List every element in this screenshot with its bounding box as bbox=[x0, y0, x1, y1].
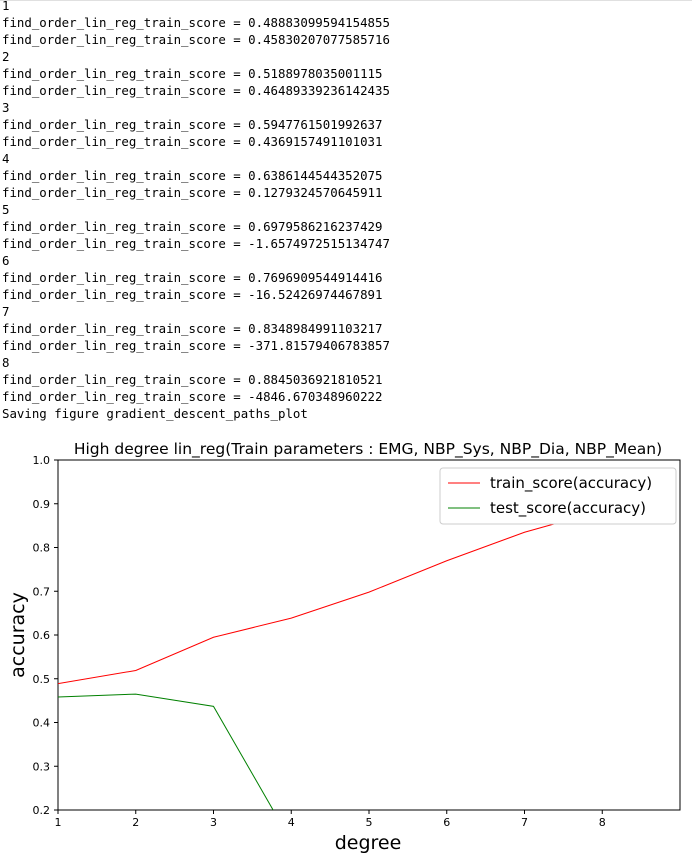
y-tick-label: 0.8 bbox=[33, 542, 51, 555]
output-line: find_order_lin_reg_train_score = 0.51889… bbox=[2, 66, 383, 81]
output-line: Saving figure gradient_descent_paths_plo… bbox=[2, 406, 308, 421]
y-tick-label: 0.3 bbox=[33, 760, 51, 773]
output-line: find_order_lin_reg_train_score = 0.83489… bbox=[2, 321, 383, 336]
x-tick-label: 7 bbox=[521, 816, 528, 829]
x-tick-label: 2 bbox=[132, 816, 139, 829]
plot-lines bbox=[58, 510, 603, 858]
x-axis-label: degree bbox=[335, 832, 402, 854]
output-line: find_order_lin_reg_train_score = 0.88450… bbox=[2, 372, 383, 387]
output-line: find_order_lin_reg_train_score = -4846.6… bbox=[2, 389, 383, 404]
y-tick-label: 0.7 bbox=[33, 585, 51, 598]
series-line bbox=[58, 694, 602, 858]
output-line: 7 bbox=[2, 304, 10, 319]
output-line: find_order_lin_reg_train_score = 0.43691… bbox=[2, 134, 383, 149]
output-line: find_order_lin_reg_train_score = -1.6574… bbox=[2, 236, 390, 251]
output-line: 8 bbox=[2, 355, 10, 370]
legend-label: test_score(accuracy) bbox=[490, 499, 646, 518]
output-line: 3 bbox=[2, 100, 10, 115]
y-tick-label: 0.4 bbox=[33, 717, 51, 730]
y-tick-label: 0.6 bbox=[33, 629, 51, 642]
cell-output: 1 find_order_lin_reg_train_score = 0.4888… bbox=[2, 0, 390, 422]
output-line: 5 bbox=[2, 202, 10, 217]
output-line: find_order_lin_reg_train_score = -371.81… bbox=[2, 338, 390, 353]
x-tick-label: 5 bbox=[366, 816, 373, 829]
x-tick-label: 1 bbox=[55, 816, 62, 829]
legend-box bbox=[439, 467, 677, 525]
series-line bbox=[58, 510, 603, 685]
output-line: 1 bbox=[2, 0, 10, 13]
output-line: find_order_lin_reg_train_score = -16.524… bbox=[2, 287, 383, 302]
y-axis-label: accuracy bbox=[7, 592, 29, 678]
y-tick-label: 0.2 bbox=[33, 804, 51, 817]
output-line: find_order_lin_reg_train_score = 0.12793… bbox=[2, 185, 383, 200]
output-line: find_order_lin_reg_train_score = 0.45830… bbox=[2, 32, 390, 47]
y-tick-label: 0.9 bbox=[33, 498, 51, 511]
cell-border bbox=[0, 0, 692, 1]
output-line: 2 bbox=[2, 49, 10, 64]
x-tick-label: 3 bbox=[210, 816, 217, 829]
output-line: find_order_lin_reg_train_score = 0.46489… bbox=[2, 83, 390, 98]
output-line: find_order_lin_reg_train_score = 0.59477… bbox=[2, 117, 383, 132]
output-line: find_order_lin_reg_train_score = 0.69795… bbox=[2, 219, 383, 234]
output-line: find_order_lin_reg_train_score = 0.63861… bbox=[2, 168, 383, 183]
y-tick-label: 0.5 bbox=[33, 673, 51, 686]
x-tick-label: 8 bbox=[599, 816, 606, 829]
output-line: 6 bbox=[2, 253, 10, 268]
y-tick-label: 1.0 bbox=[33, 454, 51, 467]
output-line: find_order_lin_reg_train_score = 0.48883… bbox=[2, 15, 390, 30]
legend-label: train_score(accuracy) bbox=[490, 474, 652, 493]
output-line: find_order_lin_reg_train_score = 0.76969… bbox=[2, 270, 383, 285]
output-line: 4 bbox=[2, 151, 10, 166]
x-tick-label: 4 bbox=[288, 816, 295, 829]
x-tick-label: 6 bbox=[443, 816, 450, 829]
chart-title: High degree lin_reg(Train parameters : E… bbox=[74, 440, 662, 459]
